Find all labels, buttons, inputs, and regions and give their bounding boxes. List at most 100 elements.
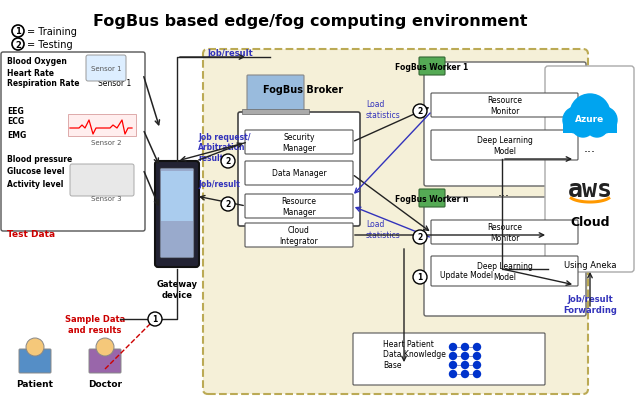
- Text: Heart Rate: Heart Rate: [7, 68, 54, 77]
- Text: 2: 2: [417, 107, 422, 116]
- FancyBboxPatch shape: [203, 50, 588, 394]
- Text: Resource
Manager: Resource Manager: [282, 197, 317, 216]
- Text: Resource
Monitor: Resource Monitor: [487, 223, 522, 242]
- Circle shape: [413, 105, 427, 119]
- FancyBboxPatch shape: [19, 349, 51, 373]
- Text: Glucose level: Glucose level: [7, 167, 65, 176]
- Circle shape: [474, 353, 481, 360]
- Text: EMG: EMG: [7, 130, 26, 139]
- Circle shape: [572, 116, 594, 138]
- Text: FogBus Worker n: FogBus Worker n: [396, 195, 468, 204]
- Text: Job/result: Job/result: [198, 180, 240, 189]
- FancyBboxPatch shape: [245, 131, 353, 155]
- Text: EEG: EEG: [7, 107, 24, 116]
- Text: Using Aneka: Using Aneka: [564, 260, 616, 269]
- Text: 2: 2: [225, 157, 230, 166]
- Text: Activity level: Activity level: [7, 180, 63, 189]
- Text: FogBus Worker 1: FogBus Worker 1: [396, 62, 468, 71]
- FancyBboxPatch shape: [245, 195, 353, 218]
- Text: Job/result
Forwarding: Job/result Forwarding: [563, 294, 617, 314]
- Text: Cloud
Integrator: Cloud Integrator: [280, 226, 318, 245]
- Circle shape: [96, 338, 114, 356]
- Text: Sensor 1: Sensor 1: [99, 79, 132, 88]
- FancyBboxPatch shape: [238, 113, 360, 227]
- Text: Sensor 3: Sensor 3: [91, 196, 122, 202]
- Circle shape: [449, 362, 456, 369]
- Text: Heart Patient
Data Knowledge
Base: Heart Patient Data Knowledge Base: [383, 339, 446, 369]
- Text: Test Data: Test Data: [7, 230, 55, 239]
- Text: 1: 1: [15, 27, 21, 36]
- FancyBboxPatch shape: [68, 115, 136, 137]
- Circle shape: [413, 270, 427, 284]
- Circle shape: [449, 371, 456, 378]
- Text: FogBus Broker: FogBus Broker: [263, 85, 343, 95]
- FancyBboxPatch shape: [70, 164, 134, 196]
- Text: Blood pressure: Blood pressure: [7, 155, 72, 164]
- Text: 1: 1: [152, 315, 157, 324]
- Text: = Training: = Training: [27, 27, 77, 37]
- Text: Deep Learning
Model: Deep Learning Model: [477, 262, 532, 281]
- FancyBboxPatch shape: [353, 333, 545, 385]
- FancyBboxPatch shape: [431, 220, 578, 245]
- FancyBboxPatch shape: [545, 67, 634, 272]
- Circle shape: [461, 362, 468, 369]
- Circle shape: [26, 338, 44, 356]
- FancyBboxPatch shape: [424, 198, 586, 316]
- FancyBboxPatch shape: [245, 223, 353, 247]
- Circle shape: [586, 116, 608, 138]
- Circle shape: [12, 26, 24, 38]
- Text: Load
statistics: Load statistics: [366, 220, 401, 239]
- Text: Patient: Patient: [17, 380, 54, 389]
- Text: Sample Data
and results: Sample Data and results: [65, 315, 125, 334]
- Text: Job request/
Arbitration
result: Job request/ Arbitration result: [198, 133, 250, 162]
- Text: Resource
Monitor: Resource Monitor: [487, 96, 522, 115]
- Circle shape: [461, 353, 468, 360]
- Text: Azure: Azure: [575, 115, 605, 124]
- FancyBboxPatch shape: [424, 63, 586, 187]
- Circle shape: [461, 344, 468, 351]
- FancyBboxPatch shape: [431, 256, 578, 286]
- Text: Load
statistics: Load statistics: [366, 100, 401, 119]
- Circle shape: [591, 108, 617, 134]
- Text: Respiration Rate: Respiration Rate: [7, 79, 79, 88]
- Text: Deep Learning
Model: Deep Learning Model: [477, 136, 532, 155]
- Text: 2: 2: [225, 200, 230, 209]
- FancyBboxPatch shape: [247, 76, 304, 113]
- Circle shape: [570, 95, 610, 135]
- Text: Data Manager: Data Manager: [272, 169, 326, 178]
- Text: Doctor: Doctor: [88, 380, 122, 389]
- Circle shape: [413, 230, 427, 245]
- Circle shape: [449, 353, 456, 360]
- Circle shape: [449, 344, 456, 351]
- Text: ...: ...: [584, 141, 596, 154]
- Text: ECG: ECG: [7, 117, 24, 126]
- FancyBboxPatch shape: [431, 131, 578, 161]
- Text: aws: aws: [568, 178, 612, 202]
- FancyBboxPatch shape: [245, 162, 353, 186]
- Circle shape: [474, 344, 481, 351]
- Text: Blood Oxygen: Blood Oxygen: [7, 57, 67, 66]
- FancyBboxPatch shape: [161, 172, 193, 221]
- Text: 2: 2: [417, 233, 422, 242]
- Text: Gateway
device: Gateway device: [157, 280, 198, 299]
- FancyBboxPatch shape: [563, 122, 617, 134]
- FancyBboxPatch shape: [419, 189, 445, 207]
- Text: ...: ...: [498, 186, 510, 199]
- FancyBboxPatch shape: [431, 94, 578, 118]
- Circle shape: [148, 312, 162, 326]
- Circle shape: [474, 371, 481, 378]
- FancyBboxPatch shape: [155, 162, 199, 267]
- Text: Sensor 1: Sensor 1: [91, 66, 122, 72]
- Text: Job/result: Job/result: [207, 48, 253, 57]
- FancyBboxPatch shape: [419, 58, 445, 76]
- FancyBboxPatch shape: [1, 53, 145, 231]
- FancyBboxPatch shape: [86, 56, 126, 82]
- Text: Update Model: Update Model: [440, 270, 493, 279]
- Text: = Testing: = Testing: [27, 40, 72, 50]
- Circle shape: [563, 108, 589, 134]
- FancyBboxPatch shape: [242, 110, 309, 115]
- Text: Security
Manager: Security Manager: [282, 133, 316, 152]
- Circle shape: [12, 39, 24, 51]
- Text: FogBus based edge/fog computing environment: FogBus based edge/fog computing environm…: [93, 14, 527, 29]
- Circle shape: [221, 155, 235, 169]
